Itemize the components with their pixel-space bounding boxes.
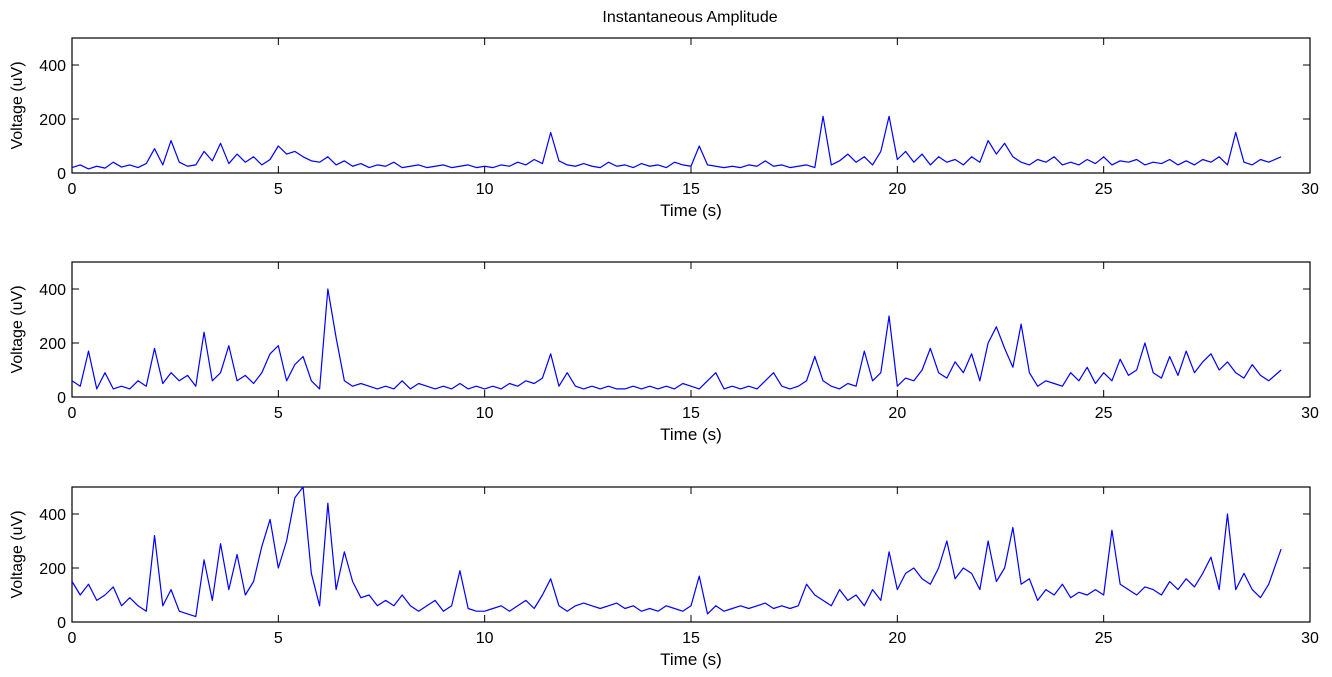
ytick-label: 400 (39, 282, 66, 299)
ytick-label: 200 (39, 336, 66, 353)
xtick-label: 20 (888, 181, 906, 198)
xtick-label: 25 (1095, 405, 1113, 422)
subplot-1-ylabel: Voltage (uV) (9, 61, 26, 149)
ytick-label: 0 (57, 166, 66, 183)
xtick-label: 20 (888, 405, 906, 422)
subplot-3-axes-box (71, 486, 1311, 623)
subplot-3-ticks: 0 5 10 15 20 25 30 0 200 400 (39, 487, 1319, 647)
xtick-label: 10 (476, 181, 494, 198)
subplot-3-xlabel: Time (s) (660, 650, 722, 669)
xtick-label: 5 (274, 630, 283, 647)
xtick-label: 15 (682, 405, 700, 422)
xtick-label: 0 (68, 405, 77, 422)
subplot-1-xlabel: Time (s) (660, 201, 722, 220)
subplot-2: 0 5 10 15 20 25 30 0 200 400 Time (s) Voltage (uV… (9, 261, 1319, 444)
subplot-2-xlabel: Time (s) (660, 425, 722, 444)
figure-title: Instantaneous Amplitude (602, 9, 777, 26)
subplot-1-axes-box (71, 37, 1311, 174)
subplot-2-ylabel: Voltage (uV) (9, 285, 26, 373)
subplot-2-ticks: 0 5 10 15 20 25 30 0 200 400 (39, 262, 1319, 422)
subplot-2-signal-line (71, 288, 1282, 390)
ytick-label: 200 (39, 561, 66, 578)
ytick-label: 400 (39, 507, 66, 524)
xtick-label: 30 (1301, 405, 1319, 422)
subplot-3-ylabel: Voltage (uV) (9, 510, 26, 598)
xtick-label: 25 (1095, 630, 1113, 647)
subplot-1: 0 5 10 15 20 25 30 0 200 400 Time (s) Voltage (uV… (9, 37, 1319, 220)
xtick-label: 15 (682, 181, 700, 198)
xtick-label: 10 (476, 405, 494, 422)
xtick-label: 5 (274, 181, 283, 198)
xtick-label: 15 (682, 630, 700, 647)
ytick-label: 400 (39, 58, 66, 75)
subplot-1-signal-line (71, 115, 1282, 170)
xtick-label: 25 (1095, 181, 1113, 198)
xtick-label: 30 (1301, 630, 1319, 647)
subplot-3: 0 5 10 15 20 25 30 0 200 400 Time (s) Voltage (uV… (9, 486, 1319, 669)
xtick-label: 5 (274, 405, 283, 422)
xtick-label: 10 (476, 630, 494, 647)
ytick-label: 0 (57, 390, 66, 407)
subplot-1-ticks: 0 5 10 15 20 25 30 0 200 400 (39, 38, 1319, 198)
xtick-label: 0 (68, 181, 77, 198)
subplot-3-signal-line (71, 486, 1282, 618)
ytick-label: 0 (57, 615, 66, 632)
subplot-2-axes-box (71, 261, 1311, 398)
xtick-label: 20 (888, 630, 906, 647)
ytick-label: 200 (39, 112, 66, 129)
xtick-label: 0 (68, 630, 77, 647)
xtick-label: 30 (1301, 181, 1319, 198)
